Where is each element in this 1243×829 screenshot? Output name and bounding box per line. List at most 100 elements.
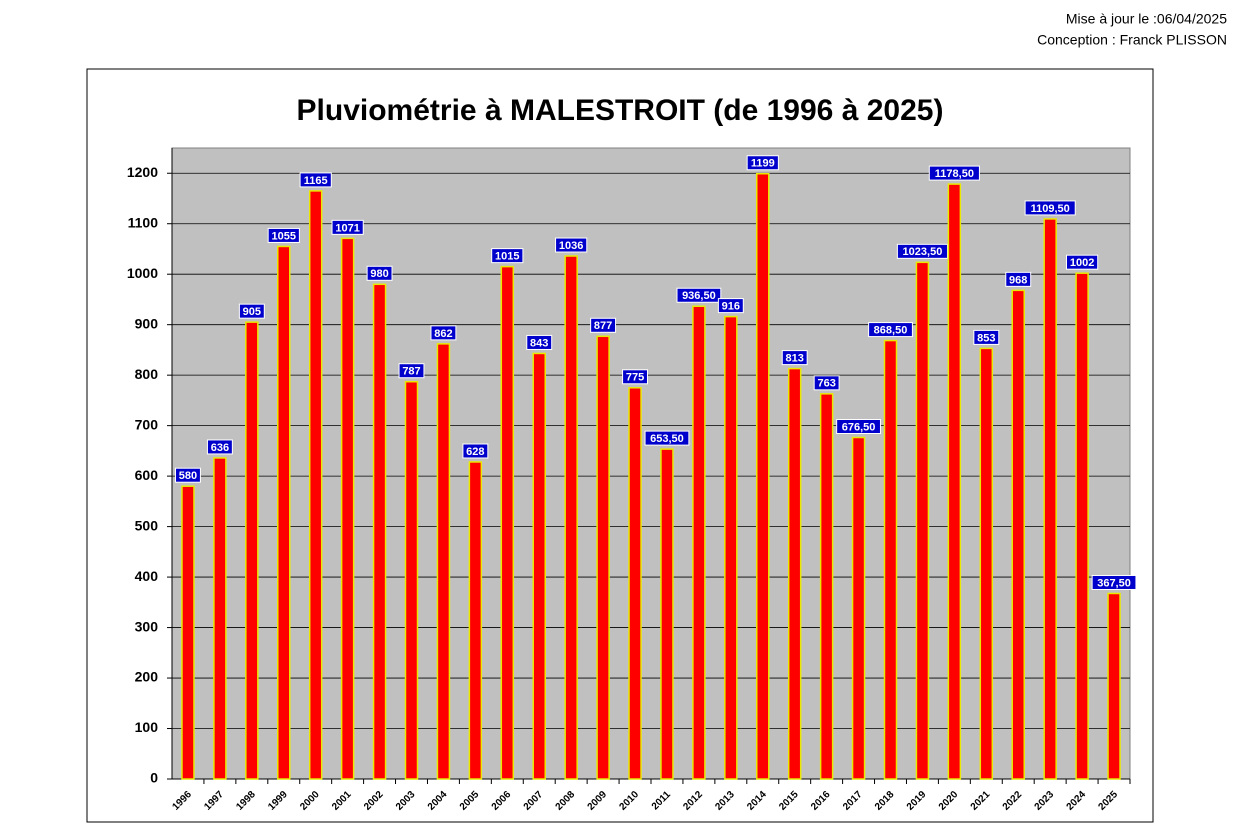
value-label: 853 [977, 332, 995, 344]
y-tick-label: 400 [135, 568, 159, 584]
y-tick-label: 700 [135, 416, 159, 432]
value-label: 936,50 [682, 290, 716, 302]
value-label: 763 [817, 378, 835, 390]
value-label-box [896, 243, 948, 259]
bar [436, 343, 451, 780]
value-label-box [1024, 200, 1076, 216]
y-tick-label: 1000 [127, 265, 158, 281]
author-note: Conception : Franck PLISSON [1037, 32, 1227, 48]
value-label: 787 [402, 366, 420, 378]
y-tick-label: 200 [135, 669, 159, 685]
value-label: 877 [594, 320, 612, 332]
value-label-box [836, 419, 881, 435]
y-tick-label: 300 [135, 618, 159, 634]
bar [596, 335, 610, 780]
value-label-box [813, 375, 840, 391]
value-label: 868,50 [874, 324, 908, 336]
bar [468, 461, 483, 780]
bar [915, 261, 930, 780]
bar [1107, 592, 1121, 780]
value-label: 636 [211, 442, 229, 454]
bar [532, 352, 546, 780]
value-label: 1015 [495, 251, 519, 263]
value-label: 653,50 [650, 433, 684, 445]
update-note: Mise à jour le :06/04/2025 [1066, 11, 1227, 27]
value-label-box [462, 443, 489, 459]
value-label: 813 [786, 353, 804, 365]
bar [308, 190, 323, 780]
bar [1043, 218, 1057, 780]
value-label: 1002 [1070, 257, 1094, 269]
chart-title: Pluviométrie à MALESTROIT (de 1996 à 202… [297, 94, 944, 127]
value-label-box [555, 237, 588, 253]
bar [564, 255, 578, 780]
y-tick-label: 800 [135, 366, 159, 382]
value-label-box [717, 298, 744, 314]
value-label: 1109,50 [1031, 203, 1070, 215]
value-label: 1023,50 [903, 246, 943, 258]
value-label-box [644, 430, 690, 446]
value-label-box [973, 329, 1000, 345]
value-label: 775 [626, 372, 644, 384]
value-label: 676,50 [842, 421, 876, 433]
value-label: 1199 [751, 158, 775, 170]
bar [787, 367, 802, 780]
value-label: 367,50 [1097, 577, 1131, 589]
value-label-box [781, 350, 808, 366]
value-label-box [331, 219, 364, 235]
bar [404, 380, 419, 780]
value-label-box [1005, 271, 1032, 287]
bar [628, 387, 642, 780]
value-label: 916 [722, 301, 740, 313]
bar [660, 448, 674, 780]
value-label-box [430, 325, 457, 341]
value-label-box [868, 322, 913, 338]
bar [181, 485, 195, 780]
value-label-box [1091, 574, 1137, 590]
bar [851, 436, 866, 780]
bar [1011, 289, 1025, 780]
value-label-box [175, 467, 201, 483]
value-label-box [238, 303, 265, 319]
value-label: 1165 [304, 175, 328, 187]
value-label-box [299, 172, 332, 188]
y-tick-label: 600 [135, 467, 159, 483]
bar [883, 339, 898, 780]
bar [372, 283, 387, 780]
bar [756, 172, 770, 780]
value-label-box [526, 334, 553, 350]
value-label: 843 [530, 337, 548, 349]
value-label-box [590, 317, 617, 333]
value-label: 1036 [559, 240, 583, 252]
value-label-box [622, 369, 648, 385]
value-label: 968 [1009, 274, 1027, 286]
value-label-box [366, 265, 393, 281]
bar [500, 265, 515, 780]
y-tick-label: 1100 [128, 214, 159, 230]
bar [692, 305, 706, 780]
bar [1075, 272, 1089, 780]
value-label: 1071 [335, 222, 359, 234]
y-tick-label: 500 [135, 517, 159, 533]
bar [979, 347, 994, 780]
value-label: 580 [179, 470, 197, 482]
value-label-box [398, 363, 425, 379]
bar [340, 237, 355, 780]
y-tick-label: 0 [150, 770, 158, 786]
value-label-box [928, 165, 980, 181]
value-label: 905 [243, 306, 261, 318]
bar [277, 245, 291, 780]
bar [819, 393, 834, 780]
value-label-box [206, 439, 233, 455]
bar [947, 183, 962, 780]
y-tick-label: 900 [135, 315, 159, 331]
value-label-box [267, 227, 300, 243]
plot-area [171, 147, 1131, 780]
y-tick-label: 100 [135, 719, 159, 735]
y-tick-label: 1200 [127, 164, 158, 180]
value-label: 1178,50 [935, 168, 974, 180]
value-label-box [746, 155, 779, 171]
value-label-box [676, 287, 722, 303]
value-label: 980 [370, 268, 388, 280]
